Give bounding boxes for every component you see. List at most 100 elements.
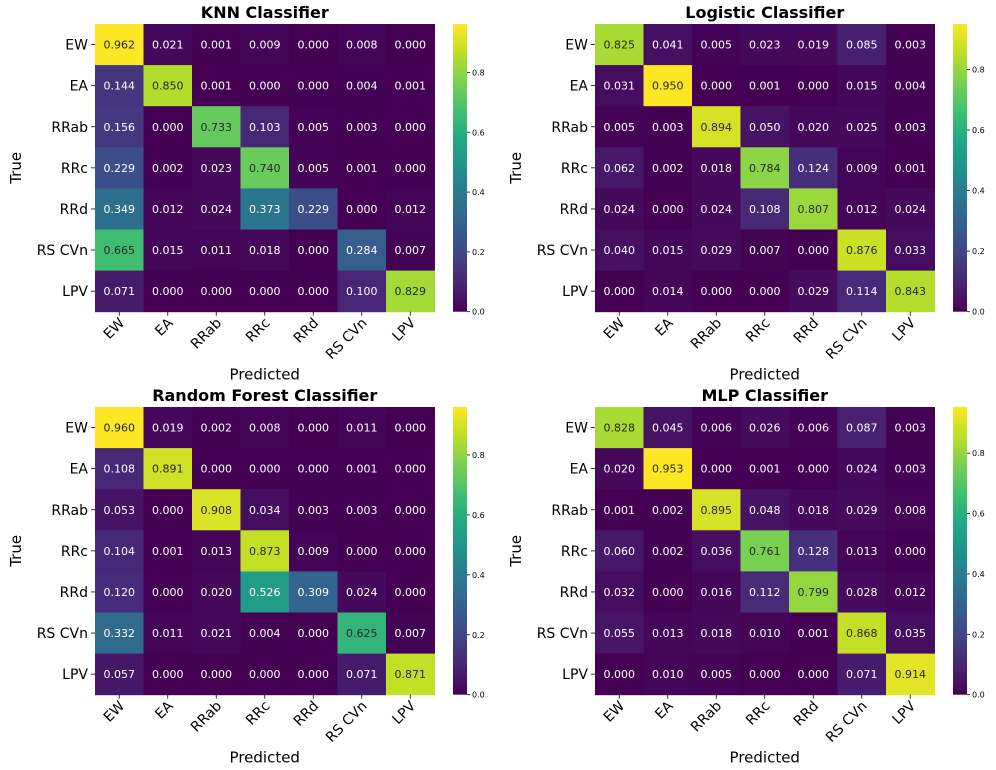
heatmap-cell (692, 229, 741, 272)
cell-value-label: 0.002 (201, 422, 233, 435)
cell-value-label: 0.002 (652, 504, 684, 517)
cell-value-label: 0.008 (249, 422, 281, 435)
cell-value-label: 0.015 (652, 244, 684, 257)
heatmap-cell (192, 448, 241, 490)
cell-value-label: 0.011 (152, 627, 184, 640)
cell-value-label: 0.000 (249, 463, 281, 476)
heatmap-cell (789, 407, 838, 449)
y-tick-label: RRab (51, 120, 88, 136)
cell-value-label: 0.033 (895, 244, 927, 257)
cell-value-label: 0.349 (104, 203, 136, 216)
cell-value-label: 0.144 (104, 80, 136, 93)
colorbar-tick-label: 0.0 (472, 691, 485, 700)
x-tick-label: LPV (390, 698, 420, 728)
heatmap-cell (192, 229, 241, 272)
heatmap-cell (240, 24, 290, 66)
heatmap-cell (789, 489, 838, 531)
cell-value-label: 0.003 (895, 121, 927, 134)
colorbar-tick-label: 0.6 (972, 126, 985, 135)
cell-value-label: 0.013 (652, 627, 684, 640)
cell-value-label: 0.024 (201, 203, 233, 216)
heatmap-cell (95, 147, 144, 189)
heatmap-cell (837, 106, 887, 148)
cell-value-label: 0.625 (346, 627, 378, 640)
cell-value-label: 0.004 (895, 80, 927, 93)
cell-value-label: 0.036 (701, 545, 733, 558)
cell-value-label: 0.019 (152, 422, 184, 435)
cell-value-label: 0.041 (652, 39, 684, 52)
x-tick-label: RRc (743, 698, 774, 729)
cell-value-label: 0.000 (701, 80, 733, 93)
x-axis-title: Predicted (730, 749, 800, 767)
cell-value-label: 0.825 (604, 39, 636, 52)
chart-title: Logistic Classifier (685, 3, 844, 22)
heatmap-cell (595, 612, 644, 655)
cell-value-label: 0.000 (298, 627, 330, 640)
cell-value-label: 0.013 (846, 545, 878, 558)
chart-title: Random Forest Classifier (152, 386, 377, 405)
heatmap-cell (386, 229, 435, 272)
heatmap-cell (337, 229, 387, 272)
heatmap-cell (886, 147, 935, 189)
heatmap-cell (789, 653, 838, 696)
cell-value-label: 0.007 (749, 244, 781, 257)
colorbar-tick-label: 0.6 (972, 510, 985, 519)
y-tick-label: RS CVn (37, 626, 88, 642)
cell-value-label: 0.003 (346, 121, 378, 134)
cell-value-label: 0.807 (798, 203, 830, 216)
heatmap-cell (692, 270, 741, 313)
heatmap-cell (789, 571, 838, 613)
cell-value-label: 0.000 (298, 244, 330, 257)
heatmap-cell (240, 188, 290, 230)
cell-value-label: 0.021 (152, 39, 184, 52)
y-tick-label: RS CVn (537, 626, 588, 642)
heatmap-cell (240, 612, 290, 655)
heatmap-cell (886, 65, 935, 107)
cell-value-label: 0.309 (298, 586, 330, 599)
chart-title: MLP Classifier (701, 386, 828, 405)
heatmap-cell (789, 612, 838, 655)
heatmap-cell (337, 188, 387, 230)
cell-value-label: 0.799 (798, 586, 830, 599)
cell-value-label: 0.035 (895, 627, 927, 640)
cell-value-label: 0.003 (895, 39, 927, 52)
y-tick-label: EA (70, 462, 89, 478)
heatmap-cell (692, 612, 741, 655)
colorbar (953, 24, 967, 312)
colorbar-tick-label: 0.0 (472, 308, 485, 317)
cell-value-label: 0.894 (701, 121, 733, 134)
heatmap-cell (789, 229, 838, 272)
cell-value-label: 0.000 (249, 285, 281, 298)
cell-value-label: 0.761 (749, 545, 781, 558)
heatmap-cell (192, 65, 241, 107)
cell-value-label: 0.960 (104, 422, 136, 435)
cell-value-label: 0.001 (152, 545, 184, 558)
heatmap-cell (386, 65, 435, 107)
heatmap-cell (595, 407, 644, 449)
cell-value-label: 0.000 (298, 39, 330, 52)
cell-value-label: 0.000 (346, 203, 378, 216)
cell-value-label: 0.000 (395, 545, 427, 558)
cell-value-label: 0.011 (201, 244, 233, 257)
y-tick-label: RRc (561, 544, 588, 560)
heatmap-cell (740, 653, 790, 696)
cell-value-label: 0.332 (104, 627, 136, 640)
heatmap-cell (95, 106, 144, 148)
heatmap-cell (643, 530, 693, 572)
cell-value-label: 0.032 (604, 586, 636, 599)
heatmap-panel-4: MLP Classifier 0.828 0.045 0.006 0.026 0.006 0… (507, 386, 985, 767)
heatmap-panel-1: KNN Classifier 0.962 0.021 0.001 0.009 0.000 0… (7, 3, 485, 384)
cell-value-label: 0.784 (749, 162, 781, 175)
heatmap-cell (289, 489, 338, 531)
heatmap-cell (95, 65, 144, 107)
cell-value-label: 0.004 (249, 627, 281, 640)
cell-value-label: 0.029 (701, 244, 733, 257)
heatmap-cell (337, 489, 387, 531)
cell-value-label: 0.005 (298, 162, 330, 175)
cell-value-label: 0.000 (298, 463, 330, 476)
heatmap-cell (789, 270, 838, 313)
heatmap-cell (595, 270, 644, 313)
cell-value-label: 0.001 (346, 162, 378, 175)
y-tick-label: RRd (560, 202, 588, 218)
colorbar-tick-label: 0.4 (972, 187, 985, 196)
